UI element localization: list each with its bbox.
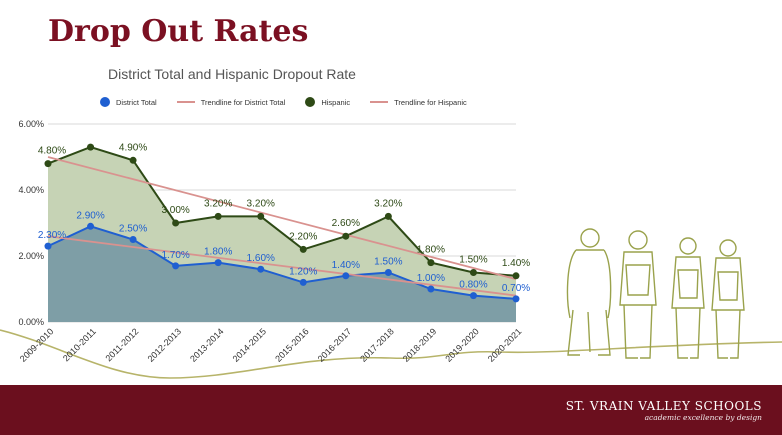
trendline xyxy=(47,235,517,297)
hispanic-data-label: 3.20% xyxy=(247,198,275,209)
hispanic-point xyxy=(257,212,265,220)
x-tick-label: 2020-2021 xyxy=(486,326,524,364)
hispanic-point xyxy=(469,269,477,276)
district-data-label: 1.50% xyxy=(374,257,402,268)
students-icon xyxy=(566,228,745,359)
legend-trend-district-swatch xyxy=(176,101,195,103)
student-figure-4 xyxy=(711,239,745,359)
district-data-label: 1.70% xyxy=(161,250,189,261)
trendline xyxy=(47,156,517,280)
hispanic-data-label: 1.80% xyxy=(417,245,445,256)
hispanic-data-label: 2.60% xyxy=(332,218,360,229)
district-point xyxy=(384,269,392,276)
x-tick-label: 2014-2015 xyxy=(231,326,269,364)
chart-title: District Total and Hispanic Dropout Rate xyxy=(108,66,356,82)
hispanic-data-label: 3.00% xyxy=(161,205,189,216)
district-point xyxy=(512,295,520,303)
hispanic-data-label: 1.50% xyxy=(459,255,487,266)
district-data-label: 1.60% xyxy=(247,253,275,264)
y-tick-label: 2.00% xyxy=(18,251,44,261)
district-point xyxy=(172,262,180,270)
district-line xyxy=(47,225,517,300)
y-tick-label: 0.00% xyxy=(18,317,44,327)
hispanic-point xyxy=(384,212,392,220)
hispanic-data-label: 3.20% xyxy=(374,198,402,209)
hispanic-point xyxy=(342,232,350,240)
district-point xyxy=(129,236,137,243)
hispanic-point xyxy=(214,212,222,220)
hispanic-point xyxy=(427,259,435,267)
district-data-label: 1.00% xyxy=(417,273,445,284)
chart-legend: District Total Trendline for District To… xyxy=(100,96,467,108)
school-logo: ST. VRAIN VALLEY SCHOOLS academic excell… xyxy=(566,399,762,422)
legend-trend-district: Trendline for District Total xyxy=(176,97,286,107)
x-tick-label: 2013-2014 xyxy=(188,326,226,364)
district-point xyxy=(299,278,307,286)
district-data-label: 2.90% xyxy=(76,210,104,221)
district-data-label: 0.80% xyxy=(459,280,487,291)
district-point xyxy=(87,222,95,230)
brand-tagline: academic excellence by design xyxy=(644,413,762,422)
hispanic-point xyxy=(172,219,180,227)
y-tick-label: 4.00% xyxy=(18,185,44,195)
brand-name: ST. VRAIN VALLEY SCHOOLS xyxy=(565,399,762,413)
legend-trend-district-label: Trendline for District Total xyxy=(200,97,286,107)
hispanic-point xyxy=(129,156,137,164)
hispanic-data-label: 1.40% xyxy=(502,258,530,269)
x-tick-label: 2017-2018 xyxy=(358,326,396,364)
legend-trend-hispanic-swatch xyxy=(370,101,389,103)
legend-district-marker xyxy=(100,97,110,107)
district-point xyxy=(469,292,477,300)
legend-district-total: District Total xyxy=(100,97,157,107)
slide-title: Drop Out Rates xyxy=(48,14,309,49)
legend-trend-hispanic-label: Trendline for Hispanic xyxy=(394,97,467,107)
footer-bar: ST. VRAIN VALLEY SCHOOLS academic excell… xyxy=(0,385,782,435)
district-point xyxy=(44,242,52,250)
x-tick-label: 2018-2019 xyxy=(401,326,439,364)
district-data-label: 2.30% xyxy=(38,230,66,241)
hispanic-data-label: 2.20% xyxy=(289,231,317,242)
student-figure-2 xyxy=(619,230,657,359)
district-point xyxy=(214,259,222,267)
district-data-label: 1.20% xyxy=(289,266,317,277)
hispanic-data-label: 4.80% xyxy=(38,146,66,157)
x-tick-label: 2015-2016 xyxy=(273,326,311,364)
legend-hispanic: Hispanic xyxy=(305,97,350,107)
hispanic-data-label: 3.20% xyxy=(204,198,232,209)
student-figure-1 xyxy=(566,228,612,356)
district-data-label: 2.50% xyxy=(119,224,147,235)
hispanic-point xyxy=(44,160,52,168)
district-data-label: 1.80% xyxy=(204,247,232,258)
district-area xyxy=(48,226,516,322)
district-point xyxy=(342,272,350,280)
district-point xyxy=(257,265,265,273)
x-tick-label: 2011-2012 xyxy=(103,326,140,363)
dropout-rate-chart: 0.00% 2.00% 4.00% 6.00% 4.80% 4.90% 3.00% 3.20%… xyxy=(18,119,530,364)
y-tick-label: 6.00% xyxy=(18,119,44,129)
hispanic-point xyxy=(512,272,520,280)
legend-hispanic-marker xyxy=(305,97,316,107)
x-tick-label: 2019-2020 xyxy=(443,326,481,364)
district-point xyxy=(427,285,435,293)
hispanic-line xyxy=(47,146,517,277)
x-tick-label: 2009-2010 xyxy=(18,326,56,364)
hispanic-point xyxy=(87,143,95,151)
district-data-label: 1.40% xyxy=(332,260,360,271)
legend-district-label: District Total xyxy=(116,97,157,107)
district-data-label: 0.70% xyxy=(502,283,530,294)
x-tick-label: 2012-2013 xyxy=(146,326,184,364)
x-tick-label: 2016-2017 xyxy=(316,326,354,364)
student-figure-3 xyxy=(671,237,705,359)
x-tick-label: 2010-2011 xyxy=(61,326,98,363)
hispanic-point xyxy=(299,245,307,253)
legend-trend-hispanic: Trendline for Hispanic xyxy=(370,98,467,107)
hispanic-data-label: 4.90% xyxy=(119,142,147,153)
legend-hispanic-label: Hispanic xyxy=(321,97,351,107)
